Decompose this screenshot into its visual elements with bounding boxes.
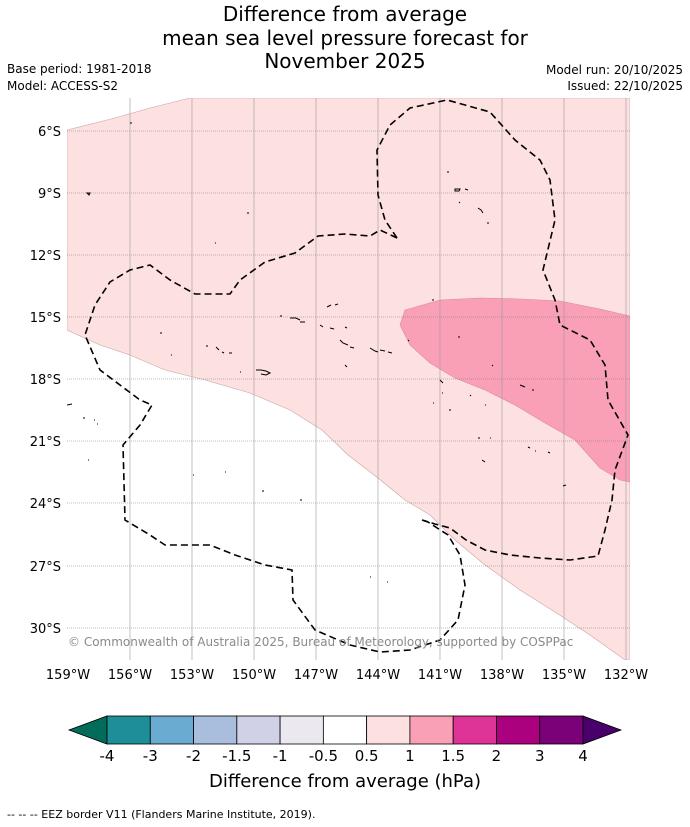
islands bbox=[83, 122, 567, 583]
lat-label: 9°S bbox=[38, 187, 61, 202]
colorbar-segment bbox=[193, 715, 238, 745]
lon-label: 132°W bbox=[604, 668, 648, 683]
colorbar-tick-label: 3 bbox=[535, 747, 545, 765]
lat-label: 30°S bbox=[30, 622, 61, 637]
colorbar-tick-label: 0.5 bbox=[355, 747, 379, 765]
lon-label: 138°W bbox=[480, 668, 524, 683]
colorbar-segment bbox=[452, 715, 497, 745]
latitude-labels: 6°S 9°S 12°S 15°S 18°S 21°S 24°S 27°S 30… bbox=[30, 125, 61, 637]
lon-label: 147°W bbox=[294, 668, 338, 683]
colorbar-segment bbox=[236, 715, 281, 745]
anomaly-fill-0.5-1 bbox=[67, 98, 630, 660]
colorbar-tick-label: -2 bbox=[186, 747, 201, 765]
map-title-line-2: mean sea level pressure forecast for bbox=[162, 26, 528, 50]
colorbar-tick-label: 4 bbox=[578, 747, 588, 765]
eez-border-far-west bbox=[67, 403, 73, 406]
map-title-line-3: November 2025 bbox=[264, 49, 426, 73]
copyright-text: © Commonwealth of Australia 2025, Bureau… bbox=[68, 635, 573, 649]
lat-label: 12°S bbox=[30, 249, 61, 264]
lat-label: 24°S bbox=[30, 497, 61, 512]
model-name-text: Model: ACCESS-S2 bbox=[7, 79, 119, 93]
lat-label: 27°S bbox=[30, 560, 61, 575]
eez-footnote: -- -- -- EEZ border V11 (Flanders Marine… bbox=[7, 808, 316, 821]
lon-label: 141°W bbox=[418, 668, 462, 683]
lon-label: 156°W bbox=[108, 668, 152, 683]
colorbar-segment bbox=[409, 715, 454, 745]
lat-label: 15°S bbox=[30, 311, 61, 326]
lon-label: 144°W bbox=[356, 668, 400, 683]
lat-label: 18°S bbox=[30, 373, 61, 388]
colorbar-extend-high bbox=[582, 715, 623, 745]
map-title-line-1: Difference from average bbox=[222, 2, 468, 26]
lon-label: 159°W bbox=[46, 668, 90, 683]
colorbar: -4 -3 -2 -1.5 -1 -0.5 0.5 1 1.5 2 3 4 bbox=[67, 715, 623, 765]
colorbar-segment bbox=[279, 715, 324, 745]
colorbar-tick-label: -1.5 bbox=[222, 747, 251, 765]
colorbar-label: Difference from average (hPa) bbox=[208, 771, 482, 792]
issued-date-text: Issued: 22/10/2025 bbox=[567, 79, 683, 93]
map-plot-area: © Commonwealth of Australia 2025, Bureau… bbox=[67, 98, 630, 660]
longitude-grid bbox=[129, 98, 627, 660]
colorbar-tick-label: 2 bbox=[492, 747, 502, 765]
colorbar-segment bbox=[106, 715, 151, 745]
colorbar-segment bbox=[149, 715, 194, 745]
colorbar-tick-label: -3 bbox=[143, 747, 158, 765]
colorbar-tick-labels: -4 -3 -2 -1.5 -1 -0.5 0.5 1 1.5 2 3 4 bbox=[100, 747, 588, 765]
lat-label: 6°S bbox=[38, 125, 61, 140]
lon-label: 150°W bbox=[232, 668, 276, 683]
base-period-text: Base period: 1981-2018 bbox=[7, 62, 152, 76]
lat-label: 21°S bbox=[30, 435, 61, 450]
colorbar-extend-low bbox=[67, 715, 108, 745]
colorbar-tick-label: -0.5 bbox=[309, 747, 338, 765]
eez-border-east bbox=[376, 99, 629, 561]
colorbar-segment bbox=[366, 715, 411, 745]
colorbar-tick-label: -1 bbox=[273, 747, 288, 765]
colorbar-segment bbox=[322, 715, 368, 745]
colorbar-segment bbox=[496, 715, 541, 745]
lon-label: 135°W bbox=[542, 668, 586, 683]
eez-border-west bbox=[84, 229, 466, 653]
colorbar-segment bbox=[539, 715, 584, 745]
colorbar-tick-label: 1 bbox=[405, 747, 415, 765]
longitude-labels: 159°W 156°W 153°W 150°W 147°W 144°W 141°… bbox=[46, 668, 648, 683]
model-run-text: Model run: 20/10/2025 bbox=[545, 63, 683, 77]
anomaly-fill-1-1.5 bbox=[399, 297, 630, 483]
colorbar-segments bbox=[106, 715, 584, 745]
colorbar-tick-label: -4 bbox=[100, 747, 115, 765]
colorbar-tick-label: 1.5 bbox=[441, 747, 465, 765]
lon-label: 153°W bbox=[170, 668, 214, 683]
